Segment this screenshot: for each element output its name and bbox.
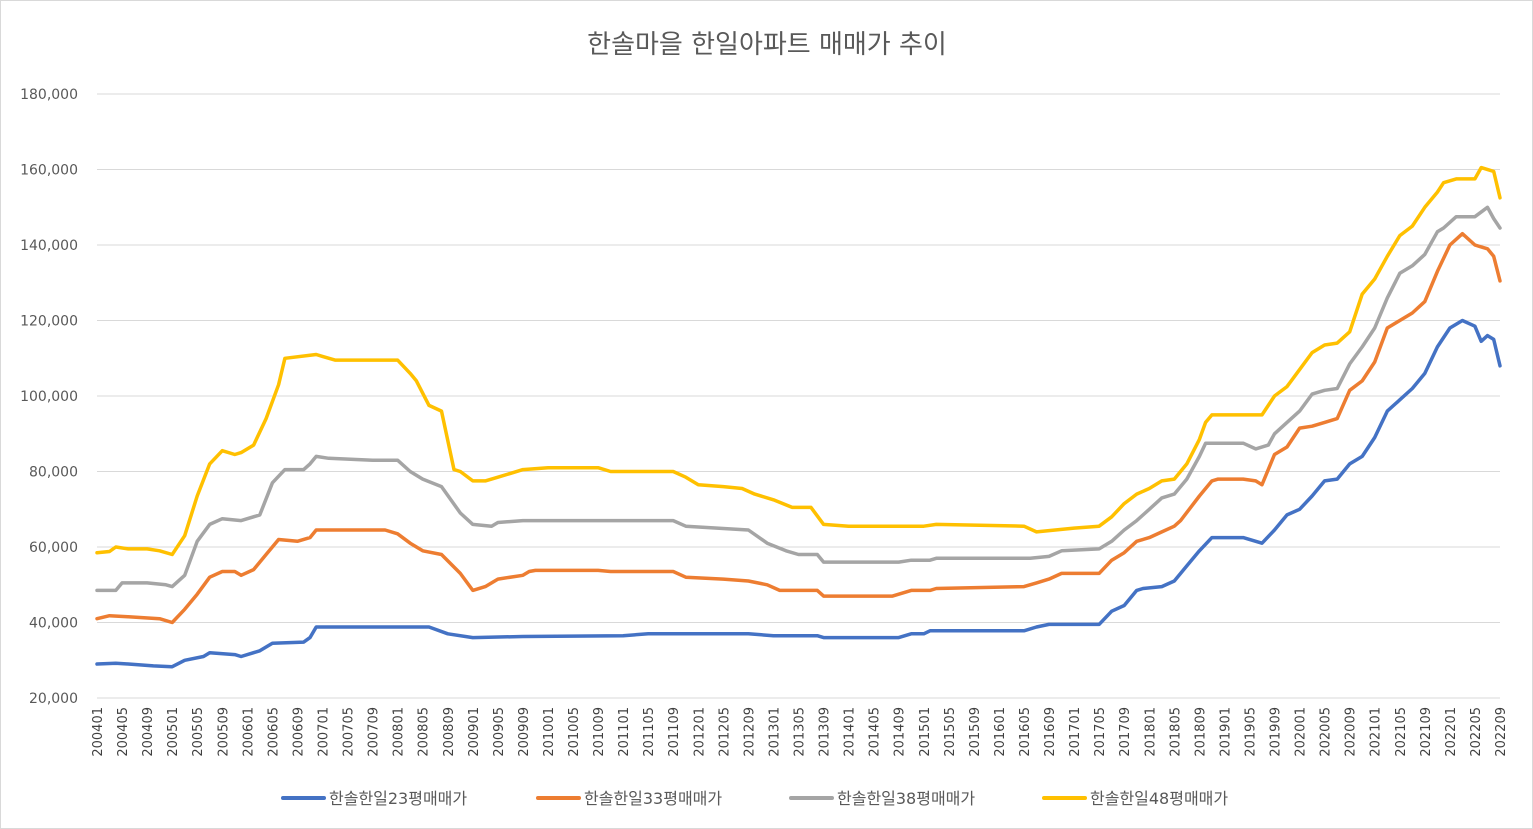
y-tick-label: 80,000 xyxy=(29,465,78,481)
x-tick-label: 201705 xyxy=(1093,707,1108,757)
legend: 한솔한일23평매매가 한솔한일33평매매가 한솔한일38평매매가 한솔한일48평매매가 xyxy=(281,789,1228,808)
x-tick-label: 201505 xyxy=(943,707,958,757)
y-axis-ticks: 20,000 40,000 60,000 80,000 100,000 120,000 14… xyxy=(20,87,78,707)
x-tick-label: 201809 xyxy=(1193,707,1208,757)
x-tick-label: 200801 xyxy=(392,707,407,757)
x-tick-label: 201805 xyxy=(1168,707,1183,757)
x-tick-label: 200401 xyxy=(91,707,106,757)
y-tick-label: 60,000 xyxy=(29,540,78,556)
y-tick-label: 120,000 xyxy=(20,314,78,330)
series-line-3 xyxy=(95,205,1502,593)
x-tick-label: 200901 xyxy=(467,707,482,757)
x-axis-ticks: 200401 200405 200409 200501 200505 200509 2006… xyxy=(91,707,1509,757)
series-line-2 xyxy=(95,231,1502,625)
x-tick-label: 202209 xyxy=(1494,707,1509,757)
y-tick-label: 40,000 xyxy=(29,616,78,632)
x-tick-label: 200601 xyxy=(241,707,256,757)
x-tick-label: 201401 xyxy=(843,707,858,757)
x-tick-label: 201909 xyxy=(1269,707,1284,757)
x-tick-label: 201009 xyxy=(592,707,607,757)
x-tick-label: 201405 xyxy=(868,707,883,757)
x-tick-label: 201209 xyxy=(742,707,757,757)
x-tick-label: 201609 xyxy=(1043,707,1058,757)
x-tick-label: 201801 xyxy=(1143,707,1158,757)
x-tick-label: 200705 xyxy=(342,707,357,757)
x-tick-label: 201701 xyxy=(1068,707,1083,757)
legend-label: 한솔한일23평매매가 xyxy=(329,789,467,808)
x-tick-label: 201509 xyxy=(968,707,983,757)
legend-label: 한솔한일48평매매가 xyxy=(1090,789,1228,808)
legend-label: 한솔한일33평매매가 xyxy=(584,789,722,808)
x-tick-label: 202001 xyxy=(1294,707,1309,757)
x-tick-label: 201301 xyxy=(767,707,782,757)
x-tick-label: 202005 xyxy=(1319,707,1334,757)
y-tick-label: 100,000 xyxy=(20,389,78,405)
x-tick-label: 201305 xyxy=(793,707,808,757)
y-tick-label: 160,000 xyxy=(20,163,78,179)
chart-title: 한솔마을 한일아파트 매매가 추이 xyxy=(587,30,947,60)
x-tick-label: 202109 xyxy=(1419,707,1434,757)
x-tick-label: 201001 xyxy=(542,707,557,757)
x-tick-label: 201905 xyxy=(1243,707,1258,757)
series-line-4 xyxy=(95,165,1502,557)
x-tick-label: 202009 xyxy=(1344,707,1359,757)
x-tick-label: 201201 xyxy=(692,707,707,757)
x-tick-label: 201601 xyxy=(993,707,1008,757)
x-tick-label: 201409 xyxy=(893,707,908,757)
x-tick-label: 202205 xyxy=(1469,707,1484,757)
series-lines xyxy=(95,165,1502,669)
x-tick-label: 200805 xyxy=(417,707,432,757)
y-tick-label: 20,000 xyxy=(29,691,78,707)
series-line-1 xyxy=(95,318,1502,669)
x-tick-label: 201109 xyxy=(667,707,682,757)
x-tick-label: 201205 xyxy=(717,707,732,757)
x-tick-label: 202105 xyxy=(1394,707,1409,757)
x-tick-label: 202101 xyxy=(1369,707,1384,757)
x-tick-label: 200405 xyxy=(116,707,131,757)
x-tick-label: 200905 xyxy=(492,707,507,757)
x-tick-label: 201501 xyxy=(918,707,933,757)
x-tick-label: 201309 xyxy=(818,707,833,757)
x-tick-label: 201101 xyxy=(617,707,632,757)
x-tick-label: 200609 xyxy=(291,707,306,757)
gridlines xyxy=(97,93,1500,699)
x-tick-label: 201105 xyxy=(642,707,657,757)
x-tick-label: 200501 xyxy=(166,707,181,757)
x-tick-label: 200909 xyxy=(517,707,532,757)
x-tick-label: 201605 xyxy=(1018,707,1033,757)
x-tick-label: 200709 xyxy=(367,707,382,757)
x-tick-label: 202201 xyxy=(1444,707,1459,757)
x-tick-label: 200605 xyxy=(266,707,281,757)
x-tick-label: 200509 xyxy=(216,707,231,757)
x-tick-label: 201709 xyxy=(1118,707,1133,757)
x-tick-label: 200701 xyxy=(316,707,331,757)
legend-label: 한솔한일38평매매가 xyxy=(837,789,975,808)
y-tick-label: 140,000 xyxy=(20,238,78,254)
x-tick-label: 201005 xyxy=(567,707,582,757)
x-tick-label: 200409 xyxy=(141,707,156,757)
x-tick-label: 201901 xyxy=(1218,707,1233,757)
x-tick-label: 200809 xyxy=(442,707,457,757)
y-tick-label: 180,000 xyxy=(20,87,78,103)
x-tick-label: 200505 xyxy=(191,707,206,757)
